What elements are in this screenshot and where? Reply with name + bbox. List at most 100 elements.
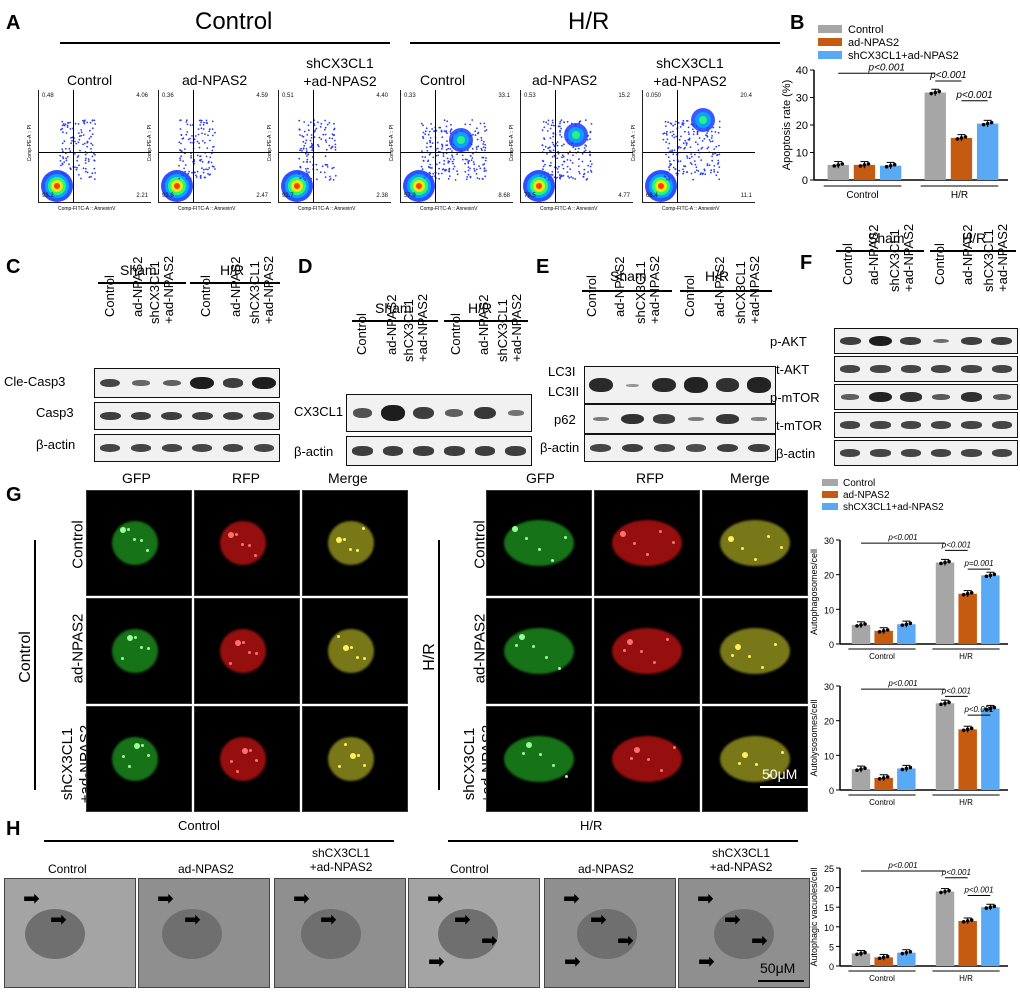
flow-dot — [67, 121, 69, 124]
flow-dot — [429, 163, 432, 166]
data-point — [992, 904, 997, 909]
data-point — [900, 767, 905, 772]
em-image: ➡ ➡ ➡ ➡ — [544, 878, 676, 988]
flow-dot — [470, 159, 473, 162]
flow-q-lr: 2.38 — [376, 193, 388, 199]
flow-dot — [66, 126, 69, 128]
flow-dot — [484, 149, 486, 152]
flow-dot — [443, 130, 446, 132]
flow-dot — [74, 166, 76, 169]
flow-gate-horizontal — [159, 152, 271, 153]
flow-dot — [425, 146, 428, 149]
flow-dot — [429, 141, 432, 144]
flow-dot — [556, 144, 559, 147]
flow-dot — [195, 176, 198, 178]
flow-dot — [82, 119, 84, 122]
h-col-hr-sh-line1: shCX3CL1 — [711, 846, 771, 860]
puncta — [673, 746, 676, 749]
flow-dot — [450, 129, 452, 131]
micrograph — [594, 706, 700, 812]
flow-dot — [479, 122, 482, 125]
flow-dot — [93, 167, 96, 170]
panel-label-f: F — [800, 252, 813, 274]
flow-density — [403, 119, 488, 202]
flow-dot — [557, 152, 560, 155]
blot-band — [841, 394, 860, 400]
flow-dot — [543, 176, 546, 178]
flow-dot — [199, 159, 201, 162]
c-hr-rule — [190, 282, 280, 284]
flow-dot — [178, 141, 181, 144]
f-row-pmtor: p-mTOR — [770, 390, 820, 405]
flow-dot — [61, 120, 64, 123]
lane-label-line1: shCX3CL1 — [887, 229, 902, 292]
flow-dot — [718, 120, 721, 123]
flow-dot — [424, 133, 427, 136]
flow-dot — [686, 155, 688, 157]
flow-dot — [445, 144, 447, 147]
flow-dot — [438, 161, 441, 164]
flow-dot — [548, 146, 551, 149]
flow-dot — [64, 123, 67, 126]
flow-dot — [671, 149, 674, 151]
d-hr-rule — [444, 320, 528, 322]
flow-dot — [446, 120, 449, 123]
flow-dot — [331, 146, 333, 149]
flow-dot — [713, 170, 716, 173]
blot-band — [381, 404, 405, 422]
flow-dot — [306, 161, 308, 163]
puncta — [781, 751, 784, 754]
data-point — [988, 905, 993, 909]
flow-dot — [667, 121, 669, 124]
f-hr: H/R — [962, 230, 987, 246]
flow-dot — [448, 160, 451, 163]
flow-dot — [62, 123, 65, 125]
flow-dot — [302, 148, 305, 150]
flow-dot — [320, 122, 323, 125]
puncta — [134, 743, 140, 749]
lane-label: Control — [682, 275, 697, 317]
flow-dot — [197, 128, 200, 130]
flow-dot — [547, 119, 550, 122]
lane-label-line2: +ad-NPAS2 — [415, 293, 430, 362]
flow-dot — [305, 168, 307, 170]
data-point — [955, 137, 960, 141]
flow-dot — [581, 160, 584, 163]
flow-dot — [672, 153, 675, 156]
flow-dot — [187, 172, 190, 175]
blot-strip — [346, 436, 532, 466]
legend-b-swatch-sh — [818, 51, 842, 59]
flow-dot — [322, 133, 325, 136]
flow-dot — [715, 145, 718, 148]
flow-dot — [570, 176, 573, 178]
flow-dot — [577, 147, 580, 150]
flow-dot — [429, 137, 432, 139]
flow-dot — [585, 145, 588, 147]
flow-dot — [547, 123, 549, 125]
data-point — [961, 920, 966, 924]
flow-dot — [447, 147, 450, 150]
flow-dot — [542, 148, 545, 151]
flow-gate-horizontal — [521, 152, 633, 153]
lane-label-line2: +ad-NPAS2 — [901, 223, 916, 292]
flow-dot — [587, 164, 590, 167]
flow-dot — [319, 125, 322, 128]
flow-dot — [695, 166, 698, 169]
flow-dot — [426, 142, 428, 145]
flow-dot — [444, 168, 446, 171]
flow-dot — [454, 179, 457, 181]
blot-band — [222, 378, 244, 388]
data-point — [881, 629, 886, 633]
data-point — [969, 590, 974, 595]
flow-dot — [469, 154, 472, 157]
flow-dot — [70, 136, 72, 139]
flow-dot — [324, 126, 327, 129]
lane-label: ad-NPAS2 — [712, 256, 727, 317]
flow-dot — [203, 141, 206, 144]
y-tick-label: 5 — [829, 942, 834, 952]
flow-q-ur: 4.06 — [136, 93, 148, 99]
flow-dot — [69, 121, 71, 124]
flow-dot — [311, 146, 313, 149]
flow-dot — [461, 158, 464, 161]
legend-b-control: Control — [818, 24, 959, 37]
